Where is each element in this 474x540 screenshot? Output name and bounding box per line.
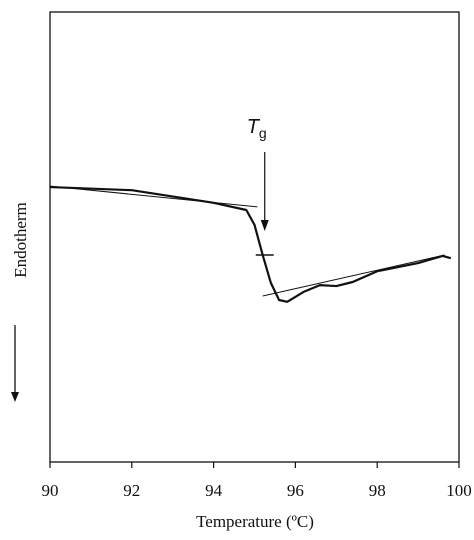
tg-label: Tg bbox=[247, 116, 267, 140]
data-line bbox=[49, 185, 452, 303]
x-tick-label: 96 bbox=[287, 481, 304, 500]
plot-frame bbox=[49, 11, 460, 463]
tg-label-sub: g bbox=[259, 125, 267, 141]
x-tick-label: 100 bbox=[446, 481, 472, 500]
x-axis-title: Temperature (ºC) bbox=[196, 512, 314, 531]
data-line bbox=[262, 254, 445, 297]
tg-label-main: T bbox=[247, 116, 261, 138]
x-tick-label: 98 bbox=[369, 481, 386, 500]
x-tick-label: 90 bbox=[42, 481, 59, 500]
tg-arrowhead bbox=[260, 220, 269, 231]
data-line bbox=[49, 185, 258, 208]
direction-arrowhead bbox=[11, 392, 19, 402]
x-tick-label: 94 bbox=[205, 481, 223, 500]
y-axis-title: Endotherm bbox=[11, 202, 30, 278]
x-tick-label: 92 bbox=[123, 481, 140, 500]
